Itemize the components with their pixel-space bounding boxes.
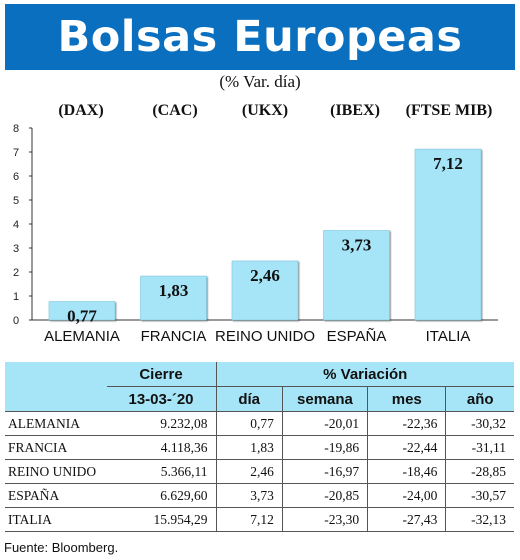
- corner-cell: [5, 362, 107, 387]
- row-cierre: 9.232,08: [106, 411, 216, 436]
- table-row: ALEMANIA 9.232,08 0,77 -20,01 -22,36 -30…: [5, 411, 514, 436]
- header-ano: año: [445, 386, 514, 412]
- y-tick-label: 1: [13, 291, 19, 303]
- value-labels: 0,77 1,83 2,46 3,73 7,12: [67, 154, 463, 325]
- chart-subtitle: (% Var. día): [219, 72, 301, 91]
- y-tick-label: 8: [13, 123, 19, 135]
- y-tick-label: 3: [13, 243, 19, 255]
- category-label: ESPAÑA: [326, 328, 387, 345]
- bar-value-label: 2,46: [250, 266, 280, 285]
- index-label-dax: (DAX): [58, 102, 104, 119]
- row-dia: 3,73: [215, 483, 283, 508]
- category-label: ITALIA: [425, 328, 471, 345]
- bar: [323, 230, 390, 321]
- row-mes: -24,00: [367, 483, 446, 508]
- bar: [48, 301, 116, 321]
- corner-cell-2: [5, 386, 107, 412]
- table-row: FRANCIA 4.118,36 1,83 -19,86 -22,44 -31,…: [5, 435, 514, 460]
- bar: [140, 275, 207, 321]
- index-label-ibex: (IBEX): [330, 102, 380, 119]
- row-cierre: 15.954,29: [106, 507, 216, 532]
- row-mes: -22,36: [367, 411, 446, 436]
- table-row: ESPAÑA 6.629,60 3,73 -20,85 -24,00 -30,5…: [5, 483, 514, 508]
- row-cierre: 4.118,36: [106, 435, 216, 460]
- chart-title: Bolsas Europeas: [5, 4, 515, 70]
- row-mes: -22,44: [367, 435, 446, 460]
- row-pais: ESPAÑA: [5, 483, 107, 508]
- bar-value-label: 7,12: [433, 154, 463, 173]
- bar: [414, 148, 482, 321]
- index-label-ftse-mib: (FTSE MIB): [405, 102, 493, 119]
- header-mes: mes: [367, 386, 446, 412]
- row-mes: -27,43: [367, 507, 446, 532]
- row-ano: -28,85: [445, 459, 514, 484]
- source-note: Fuente: Bloomberg.: [4, 540, 119, 555]
- row-mes: -18,46: [367, 459, 446, 484]
- y-tick-label: 5: [13, 195, 19, 207]
- row-ano: -30,32: [445, 411, 514, 436]
- row-dia: 1,83: [215, 435, 283, 460]
- header-date: 13-03-´20: [106, 386, 216, 412]
- bar-chart: 0 1 2 3 4 5 6 7 8 0,77 1,83 2,46 3,73 7,12: [13, 123, 498, 327]
- y-tick-label: 7: [13, 147, 19, 159]
- bar: [231, 260, 299, 321]
- header-variacion: % Variación: [215, 362, 514, 387]
- bar-value-label: 3,73: [342, 235, 372, 254]
- table-row: ITALIA 15.954,29 7,12 -23,30 -27,43 -32,…: [5, 507, 514, 532]
- y-tick-label: 4: [13, 219, 19, 231]
- row-pais: ITALIA: [5, 507, 107, 532]
- row-pais: ALEMANIA: [5, 411, 107, 436]
- index-label-ukx: (UKX): [241, 102, 289, 119]
- category-label: ALEMANIA: [44, 328, 120, 345]
- y-tick-label: 2: [13, 267, 19, 279]
- row-dia: 7,12: [215, 507, 283, 532]
- index-label-cac: (CAC): [152, 102, 198, 119]
- data-table: Cierre % Variación 13-03-´20 día semana …: [5, 362, 514, 532]
- header-cierre: Cierre: [106, 362, 216, 387]
- y-tick-label: 6: [13, 171, 19, 183]
- row-dia: 0,77: [215, 411, 283, 436]
- row-pais: FRANCIA: [5, 435, 107, 460]
- row-ano: -31,11: [445, 435, 514, 460]
- row-dia: 2,46: [215, 459, 283, 484]
- row-cierre: 5.366,11: [106, 459, 216, 484]
- header-dia: día: [215, 386, 283, 412]
- bar-value-label: 1,83: [159, 281, 189, 300]
- y-tick-label: 0: [13, 315, 19, 327]
- category-label: REINO UNIDO: [214, 328, 315, 345]
- header-semana: semana: [281, 386, 368, 412]
- row-semana: -23,30: [281, 507, 368, 532]
- row-semana: -16,97: [281, 459, 368, 484]
- bar-value-label: 0,77: [67, 307, 97, 326]
- row-pais: REINO UNIDO: [5, 459, 107, 484]
- category-label: FRANCIA: [140, 328, 207, 345]
- table-row: REINO UNIDO 5.366,11 2,46 -16,97 -18,46 …: [5, 459, 514, 484]
- bars: [48, 148, 482, 321]
- row-semana: -20,01: [281, 411, 368, 436]
- row-ano: -32,13: [445, 507, 514, 532]
- row-semana: -20,85: [281, 483, 368, 508]
- row-ano: -30,57: [445, 483, 514, 508]
- row-semana: -19,86: [281, 435, 368, 460]
- row-cierre: 6.629,60: [106, 483, 216, 508]
